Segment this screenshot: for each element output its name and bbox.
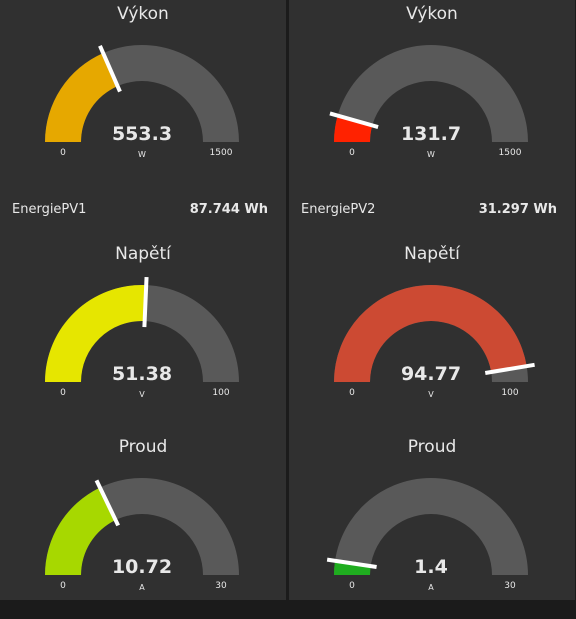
gauge-min-label: 0: [60, 388, 66, 398]
gauge-max-label: 100: [501, 388, 518, 398]
gauge-min-label: 0: [349, 581, 355, 591]
gauge-unit: W: [138, 150, 146, 159]
gauge-title: Výkon: [117, 4, 169, 24]
current-gauge-pv2: 1.4 A 0 30 Proud: [289, 433, 575, 619]
gauge-title: Proud: [407, 437, 457, 457]
gauge-unit: A: [139, 583, 145, 592]
voltage-gauge-pv2: 94.77 V 0 100 Napětí: [289, 240, 575, 426]
gauge-value: 94.77: [401, 363, 461, 385]
energy-row-pv1: EnergiePV1 87.744 Wh: [12, 202, 274, 222]
gauge-unit: W: [427, 150, 435, 159]
gauge-min-label: 0: [349, 388, 355, 398]
gauge-svg: 94.77 V 0 100: [334, 285, 535, 399]
gauge-value-arc: [334, 115, 373, 142]
gauge-unit: V: [139, 390, 145, 399]
power-gauge-pv1: 553.3 W 0 1500 Výkon: [0, 0, 286, 186]
gauge-needle: [484, 362, 535, 375]
dashboard-group-pv2: 131.7 W 0 1500 Výkon EnergiePV2 31.297 Wh 9…: [289, 0, 575, 600]
gauge-unit: V: [428, 390, 434, 399]
energy-value: 31.297 Wh: [478, 202, 557, 217]
energy-value: 87.744 Wh: [189, 202, 268, 217]
gauge-value-arc: [45, 53, 118, 143]
gauge-title: Napětí: [404, 244, 460, 264]
gauge-needle: [326, 557, 377, 569]
current-gauge-pv1: 10.72 A 0 30 Proud: [0, 433, 286, 619]
gauge-value-arc: [45, 487, 116, 575]
gauge-track: [334, 478, 528, 575]
gauge-min-label: 0: [60, 581, 66, 591]
gauge-value: 131.7: [401, 123, 461, 145]
gauge-min-label: 0: [349, 148, 355, 158]
gauge-svg: 51.38 V 0 100: [45, 277, 239, 399]
dashboard-group-pv1: 553.3 W 0 1500 Výkon EnergiePV1 87.744 Wh 5…: [0, 0, 286, 600]
gauge-min-label: 0: [60, 148, 66, 158]
gauge-value-arc: [334, 560, 371, 575]
gauge-svg: 10.72 A 0 30: [45, 478, 239, 592]
gauge-value: 51.38: [112, 363, 172, 385]
gauge-svg: 1.4 A 0 30: [326, 478, 528, 592]
gauge-track: [334, 45, 528, 142]
gauge-needle: [98, 44, 122, 93]
gauge-max-label: 1500: [210, 148, 233, 158]
gauge-title: Výkon: [406, 4, 458, 24]
gauge-value: 10.72: [112, 556, 172, 578]
gauge-value-arc: [334, 285, 527, 382]
energy-row-pv2: EnergiePV2 31.297 Wh: [301, 202, 563, 222]
gauge-svg: 553.3 W 0 1500: [45, 44, 239, 159]
gauge-needle: [142, 277, 149, 328]
gauge-max-label: 1500: [499, 148, 522, 158]
gauge-value-arc: [45, 285, 147, 382]
gauge-title: Proud: [118, 437, 168, 457]
gauge-max-label: 100: [212, 388, 229, 398]
power-gauge-pv2: 131.7 W 0 1500 Výkon: [289, 0, 575, 186]
gauge-value: 1.4: [414, 556, 448, 578]
gauge-needle: [329, 111, 379, 129]
gauge-max-label: 30: [504, 581, 516, 591]
energy-label: EnergiePV2: [301, 202, 376, 217]
voltage-gauge-pv1: 51.38 V 0 100 Napětí: [0, 240, 286, 426]
gauge-title: Napětí: [115, 244, 171, 264]
gauge-svg: 131.7 W 0 1500: [329, 45, 528, 159]
gauge-needle: [94, 479, 120, 527]
energy-label: EnergiePV1: [12, 202, 87, 217]
gauge-value: 553.3: [112, 123, 172, 145]
gauge-max-label: 30: [215, 581, 227, 591]
gauge-unit: A: [428, 583, 434, 592]
